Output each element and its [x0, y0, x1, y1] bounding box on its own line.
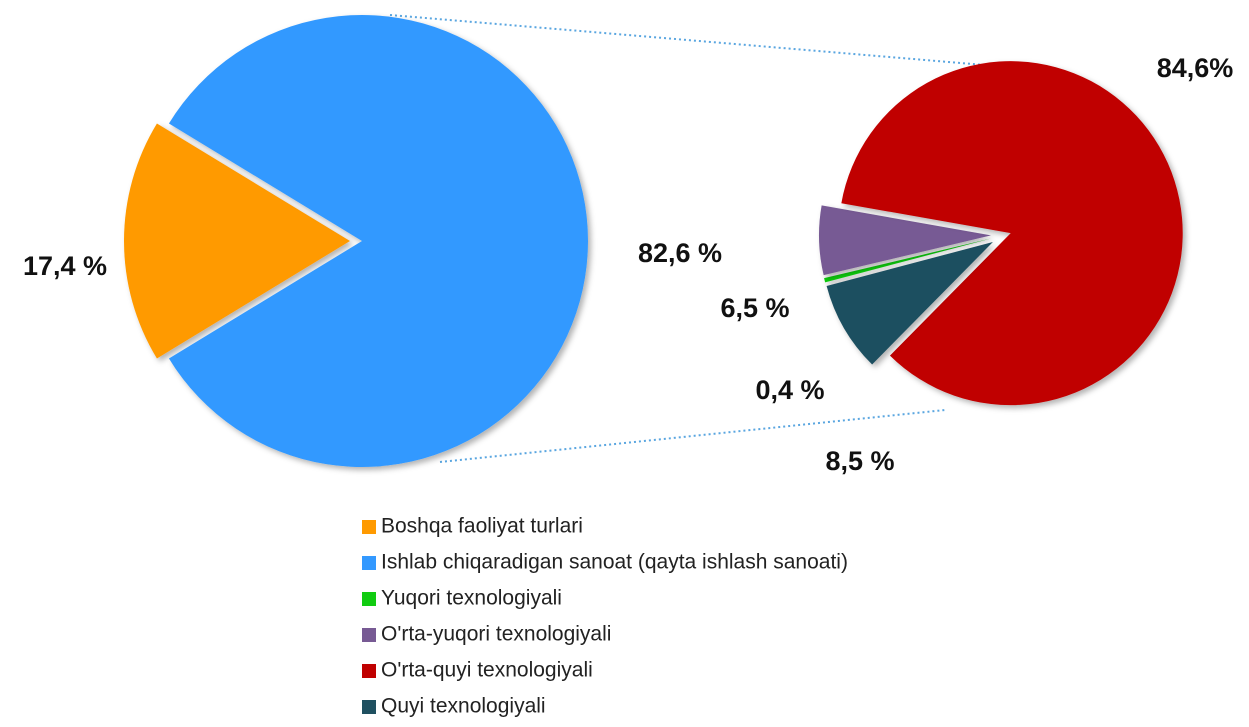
value-label: 17,4 %: [23, 251, 107, 281]
legend-label: Ishlab chiqaradigan sanoat (qayta ishlas…: [381, 551, 848, 574]
value-label: 6,5 %: [720, 293, 789, 323]
legend-swatch: [362, 664, 376, 678]
legend-label: Yuqori texnologiyali: [381, 587, 562, 610]
legend-swatch: [362, 628, 376, 642]
value-label: 0,4 %: [755, 375, 824, 405]
pie-slice: [841, 61, 1183, 406]
legend-label: Boshqa faoliyat turlari: [381, 515, 583, 538]
value-label: 84,6%: [1157, 53, 1234, 83]
legend: Boshqa faoliyat turlari Ishlab chiqaradig…: [362, 515, 848, 718]
legend-swatch: [362, 592, 376, 606]
pies: [123, 14, 1183, 467]
pie-slice: [168, 14, 589, 467]
pie-slice: [826, 242, 993, 365]
pie-slice: [819, 205, 992, 276]
legend-label: O'rta-quyi texnologiyali: [381, 659, 593, 682]
legend-swatch: [362, 556, 376, 570]
legend-swatch: [362, 700, 376, 714]
legend-label: Quyi texnologiyali: [381, 695, 546, 718]
value-label: 8,5 %: [825, 446, 894, 476]
legend-swatch: [362, 520, 376, 534]
labels: 17,4 % 82,6 % 0,4 % 6,5 % 84,6% 8,5 %: [23, 53, 1233, 476]
pie-slice: [824, 238, 992, 283]
connector-line: [389, 14, 1021, 69]
pie-slice: [123, 123, 350, 359]
value-label: 82,6 %: [638, 238, 722, 268]
legend-label: O'rta-yuqori texnologiyali: [381, 623, 611, 646]
